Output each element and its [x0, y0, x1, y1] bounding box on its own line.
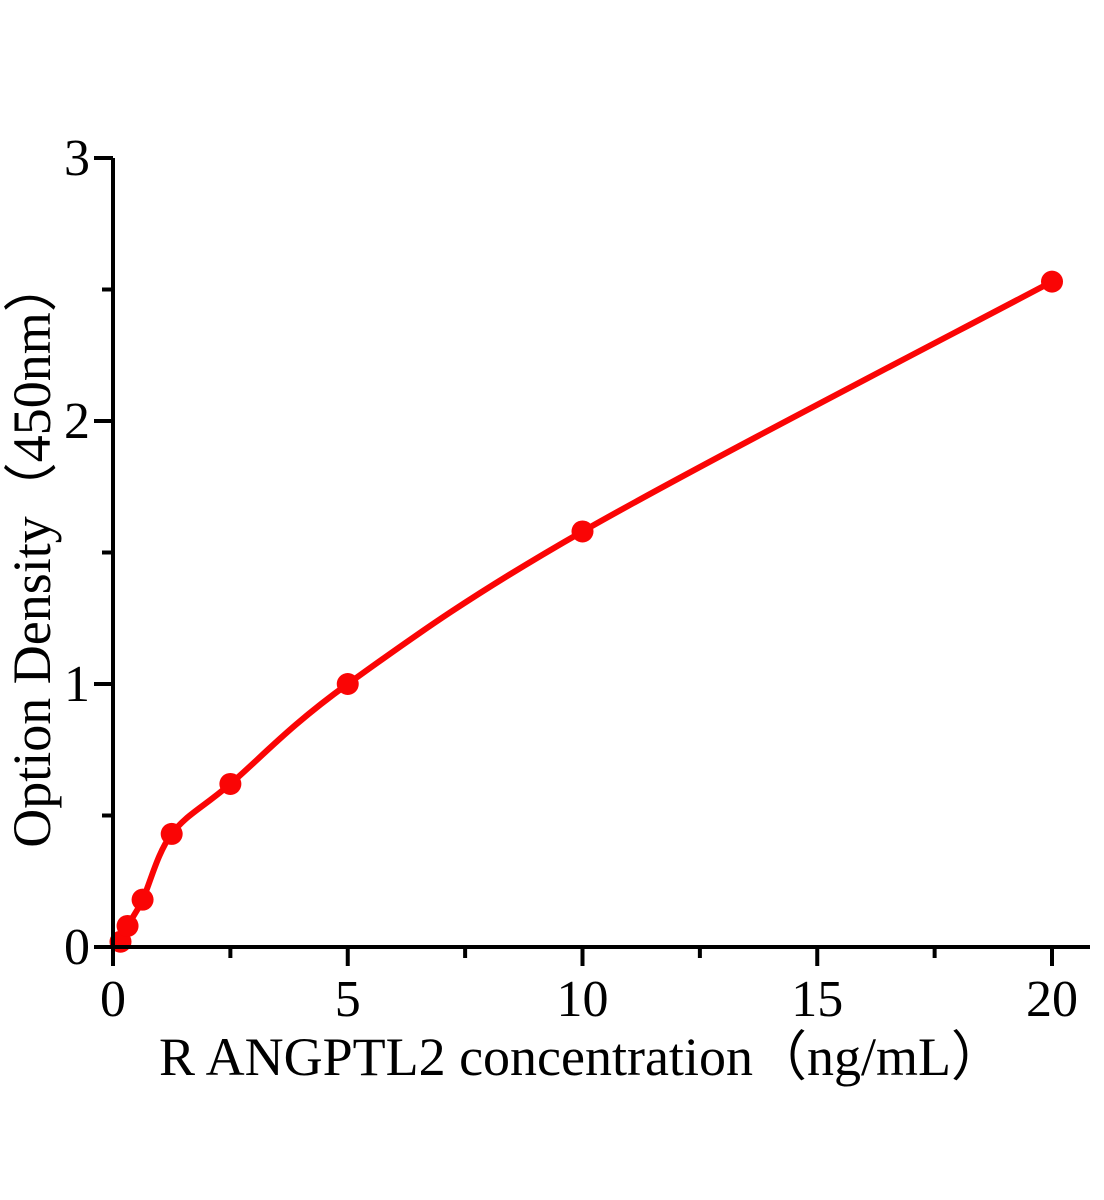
data-point	[1041, 270, 1063, 293]
data-point	[160, 822, 183, 845]
x-tick-label: 0	[100, 971, 126, 1028]
data-point	[571, 520, 594, 543]
data-point	[131, 888, 154, 911]
y-tick-label: 1	[64, 656, 90, 713]
x-axis-title: R ANGPTL2 concentration（ng/mL）	[159, 1027, 1005, 1087]
x-tick-label: 20	[1026, 971, 1078, 1028]
fit-curve	[117, 278, 1054, 943]
x-tick-label: 5	[335, 971, 361, 1028]
data-point	[116, 914, 139, 937]
fit-curve-layer	[117, 278, 1054, 943]
axes-layer	[94, 156, 1090, 966]
y-tick-label: 3	[64, 130, 90, 187]
y-tick-label: 0	[64, 919, 90, 976]
y-tick-label: 2	[64, 393, 90, 450]
x-tick-label: 10	[557, 971, 609, 1028]
data-point	[336, 673, 359, 695]
y-axis-title: Option Density（450nm）	[2, 258, 62, 848]
x-tick-labels: 0 5 10 15 20	[100, 971, 1078, 1028]
axis-line	[111, 158, 1090, 949]
data-point	[219, 772, 242, 795]
y-tick-labels: 0 1 2 3	[64, 130, 90, 976]
x-tick-label: 15	[791, 971, 843, 1028]
data-points-layer	[109, 270, 1063, 953]
